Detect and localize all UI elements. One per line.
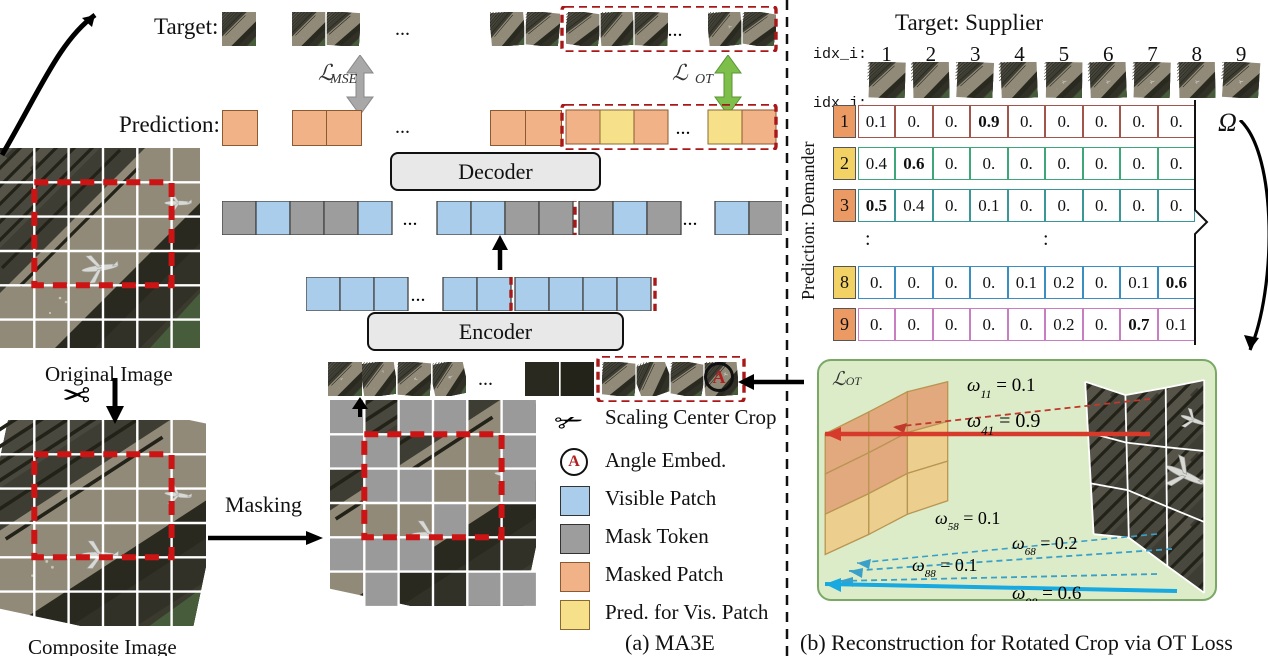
svg-text:...: ... <box>683 208 698 230</box>
svg-text:...: ... <box>411 284 426 306</box>
svg-text:...: ... <box>668 19 683 41</box>
svg-text:ω11 = 0.1: ω11 = 0.1 <box>967 375 1036 401</box>
svg-text:...: ... <box>403 208 418 230</box>
svg-text:ω68 = 0.2: ω68 = 0.2 <box>1012 533 1077 558</box>
svg-text:...: ... <box>676 117 691 139</box>
svg-text:ω58 = 0.1: ω58 = 0.1 <box>935 508 1000 533</box>
svg-text:ω88 = 0.1: ω88 = 0.1 <box>912 555 977 580</box>
svg-text:ω98 = 0.6: ω98 = 0.6 <box>1012 583 1081 601</box>
